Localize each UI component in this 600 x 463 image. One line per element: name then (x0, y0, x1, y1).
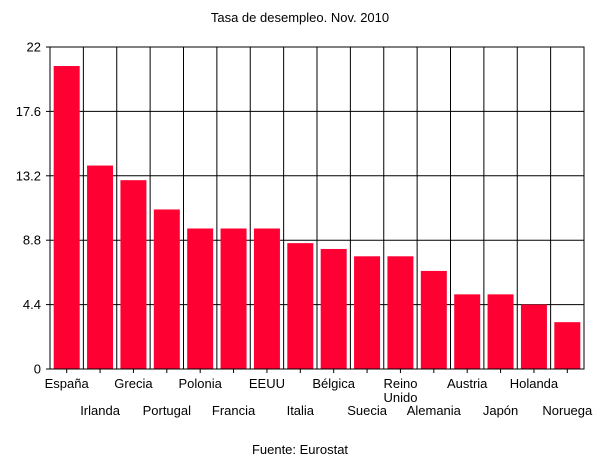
bar (520, 304, 547, 369)
bar (53, 66, 80, 369)
y-tick-label: 17.6 (16, 104, 41, 119)
chart-title: Tasa de desempleo. Nov. 2010 (211, 10, 389, 25)
y-tick-label: 13.2 (16, 168, 41, 183)
bars-group (53, 66, 581, 369)
bar (220, 228, 247, 369)
bar (287, 243, 314, 369)
chart-source: Fuente: Eurostat (252, 442, 348, 457)
x-tick-label: Suecia (347, 403, 388, 418)
y-tick-label: 22 (27, 40, 41, 55)
x-tick-label: Bélgica (312, 376, 355, 391)
bar (554, 322, 581, 369)
bar (87, 165, 114, 369)
bar (187, 228, 214, 369)
bar (387, 256, 414, 369)
x-tick-label: EEUU (249, 376, 285, 391)
x-tick-label: Polonia (179, 376, 223, 391)
plot-frame (49, 46, 585, 370)
x-tick-label: Japón (483, 403, 518, 418)
plot-border (49, 46, 585, 370)
x-tick-label: Italia (287, 403, 315, 418)
x-tick-label: Irlanda (80, 403, 121, 418)
x-tick-label: Francia (212, 403, 256, 418)
bar (487, 294, 514, 369)
bar (120, 180, 147, 369)
x-tick-label: Reino Unido (383, 376, 417, 405)
bar (320, 248, 347, 369)
y-tick-label: 8.8 (23, 233, 41, 248)
x-tick-label: Grecia (114, 376, 153, 391)
y-tick-label: 4.4 (23, 297, 41, 312)
y-tick-label: 0 (34, 362, 41, 377)
x-tick-label: Portugal (143, 403, 192, 418)
grid-lines (50, 47, 584, 369)
bar (454, 294, 481, 369)
bar (153, 209, 180, 369)
bar (253, 228, 280, 369)
y-axis-ticks: 0 4.4 8.8 13.2 17.6 22 (16, 40, 50, 377)
x-axis-labels: España Irlanda Grecia Portugal Polonia Franci… (45, 369, 593, 418)
x-tick-label: Austria (447, 376, 488, 391)
x-tick-label: Alemania (407, 403, 462, 418)
x-tick-label: España (45, 376, 90, 391)
x-tick-label: Holanda (510, 376, 559, 391)
bar (354, 256, 381, 369)
x-tick-label: Noruega (542, 403, 593, 418)
bar (420, 270, 447, 369)
